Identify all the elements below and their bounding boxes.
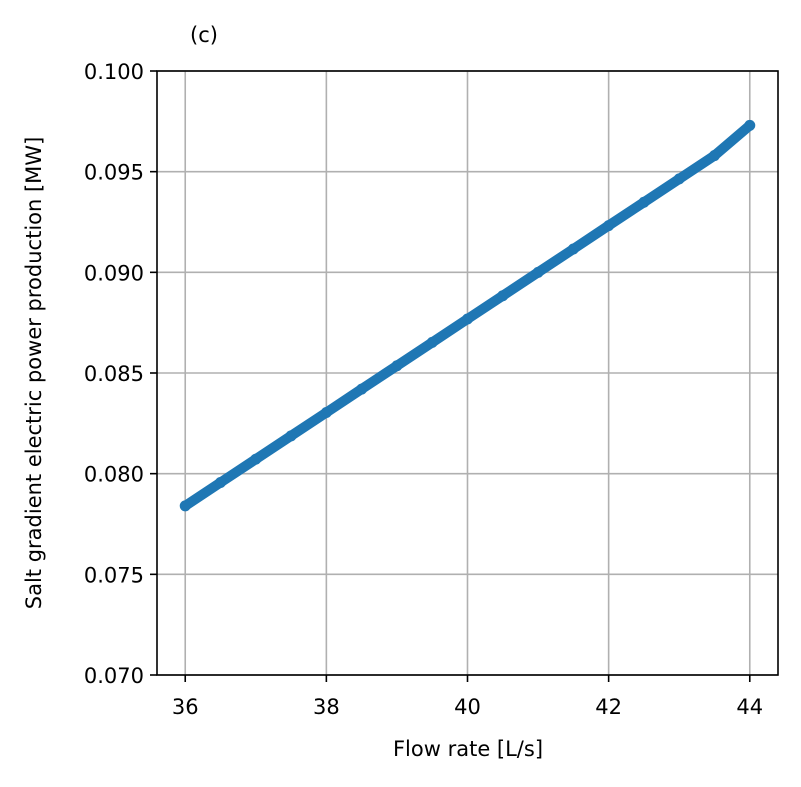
x-tick-label: 40 [454, 695, 481, 719]
data-layer [179, 119, 756, 512]
grid-layer [157, 70, 778, 676]
data-point [497, 290, 509, 302]
x-tick-label: 36 [172, 695, 199, 719]
y-tick-label: 0.095 [84, 161, 144, 185]
x-axis-label: Flow rate [L/s] [393, 737, 543, 761]
data-point [179, 500, 191, 512]
y-tick-label: 0.075 [84, 563, 144, 587]
data-point [708, 150, 720, 162]
y-tick-label: 0.080 [84, 463, 144, 487]
data-point [356, 383, 368, 395]
y-tick-label: 0.085 [84, 362, 144, 386]
data-point [285, 430, 297, 442]
data-point [250, 453, 262, 465]
x-tick-label: 44 [736, 695, 763, 719]
data-point [603, 220, 615, 232]
data-point [426, 336, 438, 348]
panel-label: (c) [190, 23, 218, 47]
data-point [673, 173, 685, 185]
data-point [215, 477, 227, 489]
data-point [320, 406, 332, 418]
data-point [567, 243, 579, 255]
y-tick-label: 0.090 [84, 261, 144, 285]
data-point [532, 266, 544, 278]
x-tick-label: 38 [313, 695, 340, 719]
data-point [462, 313, 473, 325]
y-tick-label: 0.070 [84, 664, 144, 688]
data-point [638, 196, 650, 208]
y-tick-label: 0.100 [84, 60, 144, 84]
y-axis-label: Salt gradient electric power production … [22, 137, 46, 610]
data-point [391, 360, 403, 372]
data-point [744, 119, 756, 131]
tick-layer: 36 38 40 42 44 0.070 0.075 0.080 0.085 0.090 0.095… [84, 60, 763, 719]
x-tick-label: 42 [595, 695, 622, 719]
